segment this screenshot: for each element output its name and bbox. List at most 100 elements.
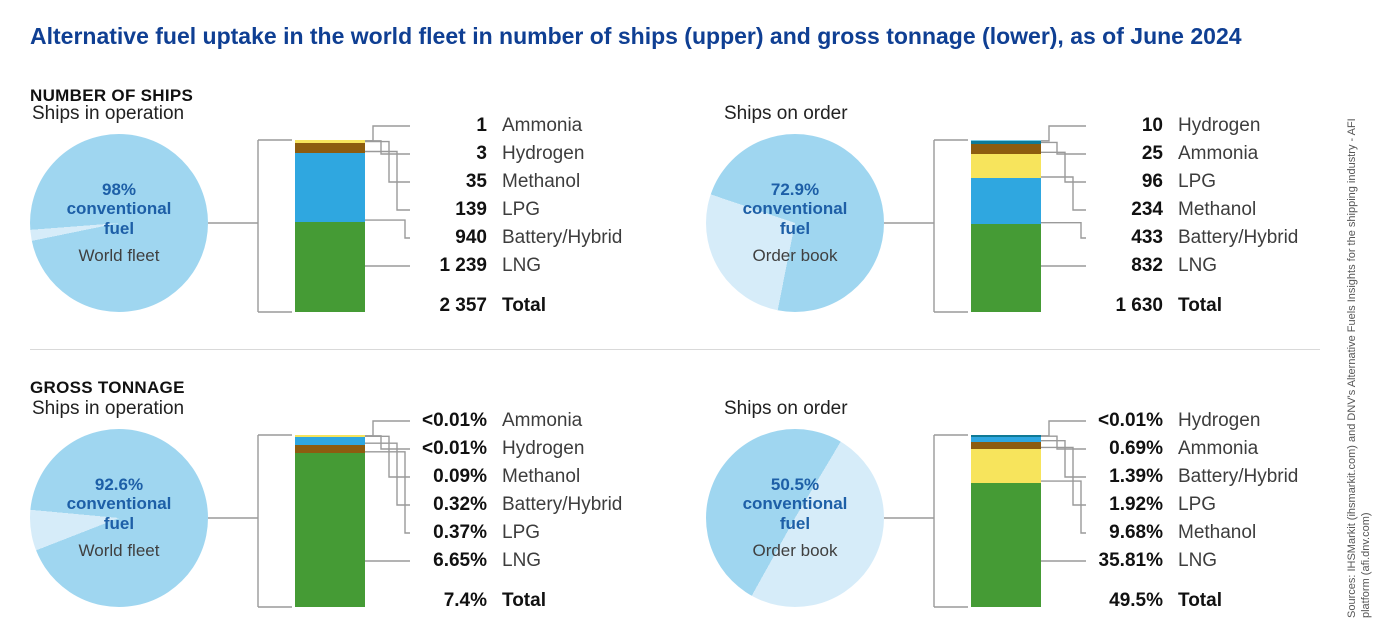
- total-value: 1 630: [1115, 295, 1163, 316]
- stacked-bar: [971, 140, 1041, 312]
- pie-chart: 92.6% conventional fuel World fleet: [30, 429, 208, 607]
- leader-line: [365, 150, 410, 211]
- stacked-bar: [295, 435, 365, 607]
- panel-title: Ships in operation: [32, 398, 185, 419]
- fuel-value: 6.65%: [433, 550, 487, 571]
- fuel-name: Ammonia: [502, 115, 583, 136]
- fuel-value: 0.37%: [433, 522, 487, 543]
- bracket-line: [208, 139, 292, 313]
- section-divider: [30, 349, 1320, 350]
- fuel-name: Methanol: [1178, 199, 1257, 220]
- total-value: 7.4%: [443, 590, 487, 611]
- panel-gross-tonnage-in-operation: Ships in operation 92.6% conventional fu…: [30, 398, 680, 622]
- fuel-value: 96: [1141, 171, 1163, 192]
- leader-line: [1041, 151, 1086, 183]
- panel-title: Ships in operation: [32, 103, 185, 124]
- bar-segment-lpg: [971, 143, 1041, 154]
- pie-fleet-label: World fleet: [78, 541, 160, 561]
- bar-segment-lng: [971, 482, 1041, 607]
- leader-line: [365, 219, 410, 239]
- bar-segment-methanol: [295, 435, 365, 438]
- bar-segment-lpg: [295, 444, 365, 454]
- pie-fleet-label: World fleet: [78, 246, 160, 266]
- fuel-name: LNG: [1178, 255, 1218, 276]
- bar-segment-lng: [295, 221, 365, 312]
- fuel-value: 1 239: [439, 255, 487, 276]
- fuel-name: Battery/Hybrid: [1178, 227, 1299, 248]
- bar-segment-lpg: [971, 442, 1041, 449]
- fuel-value: 1.39%: [1109, 466, 1163, 487]
- fuel-value: 35: [465, 171, 487, 192]
- fuel-value: 25: [1141, 143, 1163, 164]
- pie-conventional-label: conventional fuel: [66, 494, 172, 533]
- pie-percent-label: 92.6%: [94, 474, 144, 494]
- panel-gross-tonnage-on-order: Ships on order 50.5% conventional fuel O…: [706, 398, 1356, 622]
- stacked-bar: [295, 140, 365, 312]
- pie-conventional-label: conventional fuel: [66, 199, 172, 238]
- connector-lines: [884, 420, 1086, 608]
- fuel-value: 234: [1131, 199, 1163, 220]
- total-value: 49.5%: [1109, 590, 1163, 611]
- fuel-value: 139: [455, 199, 487, 220]
- section-heading-gross-tonnage: GROSS TONNAGE: [30, 378, 185, 398]
- total-value: 2 357: [439, 295, 487, 316]
- pie-chart: 72.9% conventional fuel Order book: [706, 134, 884, 312]
- fuel-name: LPG: [502, 522, 541, 543]
- fuel-value: 832: [1131, 255, 1163, 276]
- bar-segment-lng: [971, 224, 1041, 312]
- leader-line: [1041, 480, 1086, 534]
- bracket-line: [884, 139, 968, 313]
- fuel-value: 1: [476, 115, 487, 136]
- fuel-value: 0.32%: [433, 494, 487, 515]
- stacked-bar: [971, 435, 1041, 607]
- fuel-name: Hydrogen: [1178, 115, 1261, 136]
- bar-segment-hydrogen: [971, 140, 1041, 142]
- pie-center-text: 50.5% conventional fuel Order book: [730, 475, 860, 561]
- fuel-name: Hydrogen: [502, 143, 585, 164]
- leader-line: [365, 451, 410, 534]
- leader-line: [365, 140, 410, 183]
- fuel-value: <0.01%: [422, 438, 487, 459]
- leader-line: [1041, 440, 1086, 478]
- fuel-name: Battery/Hybrid: [502, 494, 623, 515]
- bar-segment-ammonia: [971, 141, 1041, 144]
- fuel-value: 10: [1141, 115, 1163, 136]
- pie-percent-label: 98%: [101, 179, 137, 199]
- bar-segment-battery-hybrid: [971, 178, 1041, 225]
- fuel-name: Ammonia: [1178, 438, 1259, 459]
- connector-lines: [884, 125, 1086, 313]
- bar-segment-battery-hybrid: [295, 152, 365, 222]
- source-note: Sources: IHSMarkit (ihsmarkit.com) and D…: [1346, 118, 1373, 618]
- fuel-name: LPG: [1178, 494, 1217, 515]
- panel-title: Ships on order: [724, 103, 848, 124]
- pie-center-text: 92.6% conventional fuel World fleet: [54, 475, 184, 561]
- bar-segment-methanol: [971, 153, 1041, 179]
- connector-lines: [208, 125, 410, 313]
- pie-fleet-label: Order book: [752, 541, 838, 561]
- leader-line: [1041, 446, 1086, 506]
- fuel-name: LPG: [502, 199, 541, 220]
- leader-line: [1041, 141, 1086, 155]
- fuel-name: Hydrogen: [502, 438, 585, 459]
- fuel-name: LNG: [502, 255, 542, 276]
- fuel-value: 940: [455, 227, 487, 248]
- bar-segment-lng: [295, 453, 365, 607]
- fuel-value: 35.81%: [1098, 550, 1163, 571]
- fuel-value: 9.68%: [1109, 522, 1163, 543]
- bar-segment-battery-hybrid: [971, 437, 1041, 443]
- pie-center-text: 98% conventional fuel World fleet: [54, 180, 184, 266]
- fuel-name: Hydrogen: [1178, 410, 1261, 431]
- pie-conventional-label: conventional fuel: [742, 199, 848, 238]
- leader-line: [1041, 176, 1086, 211]
- fuel-name: LPG: [1178, 171, 1217, 192]
- panel-title: Ships on order: [724, 398, 848, 419]
- bar-segment-battery-hybrid: [295, 437, 365, 445]
- fuel-value: 433: [1131, 227, 1163, 248]
- panel-number-of-ships-on-order: Ships on order 72.9% conventional fuel O…: [706, 103, 1356, 333]
- bar-segment-lpg: [295, 142, 365, 153]
- pie-chart: 98% conventional fuel World fleet: [30, 134, 208, 312]
- leader-line: [1041, 222, 1086, 239]
- fuel-name: LNG: [1178, 550, 1218, 571]
- fuel-value: <0.01%: [1098, 410, 1163, 431]
